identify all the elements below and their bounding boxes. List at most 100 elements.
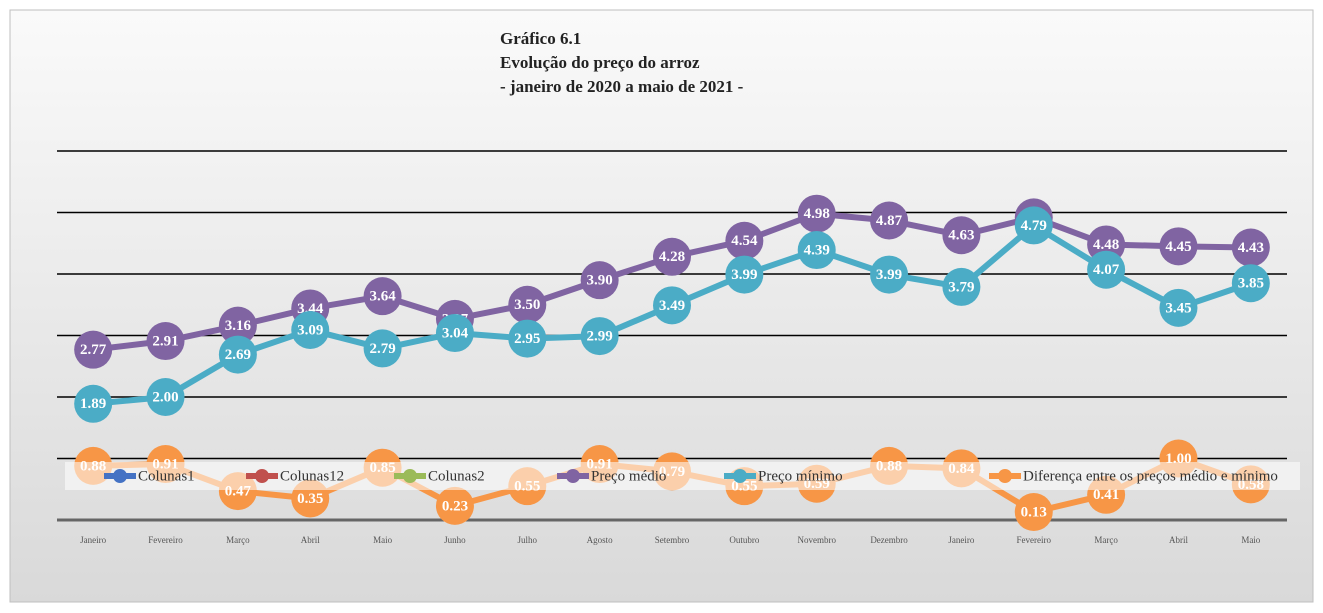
x-tick-label: Julho	[518, 535, 538, 545]
data-point	[1014, 493, 1053, 532]
data-label: 3.79	[948, 279, 974, 295]
data-point	[508, 319, 547, 358]
data-label: 4.43	[1238, 240, 1264, 256]
data-label: 2.79	[369, 341, 395, 357]
data-label: 4.07	[1093, 262, 1120, 278]
data-label: 4.28	[659, 249, 685, 265]
data-point	[942, 267, 981, 306]
legend-label: Colunas12	[280, 468, 344, 484]
x-tick-label: Março	[1094, 535, 1118, 545]
data-label: 3.85	[1238, 276, 1264, 292]
chart-title: - janeiro de 2020 a maio de 2021 -	[500, 77, 744, 96]
data-label: 2.69	[225, 347, 251, 363]
data-point	[1014, 206, 1053, 245]
data-point	[653, 286, 691, 325]
x-tick-label: Agosto	[587, 535, 614, 545]
data-point	[797, 194, 836, 233]
data-label: 4.39	[804, 242, 830, 258]
x-tick-label: Maio	[373, 535, 392, 545]
data-label: 3.99	[731, 267, 757, 283]
data-label: 4.98	[804, 206, 830, 222]
x-tick-label: Abril	[301, 535, 320, 545]
chart-title: Gráfico 6.1	[500, 29, 581, 48]
x-tick-label: Maio	[1241, 535, 1260, 545]
x-tick-label: Abril	[1169, 535, 1188, 545]
data-point	[942, 216, 981, 255]
data-point	[870, 201, 909, 240]
data-point	[146, 322, 185, 361]
data-point	[1087, 250, 1126, 289]
chart-title: Evolução do preço do arroz	[500, 53, 700, 72]
data-label: 4.48	[1093, 237, 1119, 253]
data-label: 0.41	[1093, 487, 1119, 503]
data-point	[580, 261, 619, 300]
x-tick-label: Fevereiro	[1017, 535, 1052, 545]
data-point	[725, 255, 764, 294]
legend-label: Preço mínimo	[758, 468, 843, 484]
data-label: 4.63	[948, 228, 974, 244]
data-label: 2.77	[80, 342, 107, 358]
data-label: 3.64	[369, 289, 396, 305]
data-point	[146, 378, 185, 416]
legend-marker	[403, 469, 417, 483]
data-point	[653, 237, 691, 276]
data-label: 0.13	[1021, 504, 1047, 520]
data-point	[74, 330, 113, 369]
data-point	[580, 317, 619, 356]
data-label: 2.95	[514, 331, 540, 347]
data-label: 4.45	[1165, 239, 1191, 255]
legend-marker	[255, 469, 269, 483]
data-point	[363, 329, 402, 368]
data-label: 3.45	[1165, 300, 1191, 316]
data-label: 3.90	[587, 273, 613, 289]
data-point	[725, 221, 764, 260]
data-point	[291, 310, 330, 349]
x-tick-label: Setembro	[655, 535, 690, 545]
x-tick-label: Março	[226, 535, 250, 545]
data-point	[1159, 288, 1198, 327]
data-point	[435, 486, 474, 525]
data-point	[363, 277, 402, 316]
x-tick-label: Janeiro	[80, 535, 106, 545]
data-point	[870, 255, 909, 294]
data-label: 3.99	[876, 267, 902, 283]
x-tick-label: Dezembro	[870, 535, 908, 545]
data-label: 4.87	[876, 213, 903, 229]
legend-label: Colunas2	[428, 468, 485, 484]
x-tick-label: Janeiro	[948, 535, 974, 545]
legend-marker	[998, 469, 1012, 483]
legend-label: Preço médio	[591, 468, 666, 484]
data-label: 3.49	[659, 298, 685, 314]
data-point	[218, 306, 257, 345]
legend-label: Diferença entre os preços médio e mínimo	[1023, 468, 1278, 484]
data-label: 4.54	[731, 233, 758, 249]
x-tick-label: Fevereiro	[148, 535, 183, 545]
data-point	[74, 384, 113, 423]
x-tick-label: Junho	[444, 535, 466, 545]
data-label: 2.00	[152, 389, 178, 405]
x-tick-label: Novembro	[797, 535, 836, 545]
legend-marker	[733, 469, 747, 483]
data-label: 0.35	[297, 491, 323, 507]
x-tick-label: Outubro	[729, 535, 759, 545]
data-point	[1159, 227, 1198, 266]
data-label: 2.99	[587, 329, 613, 345]
data-label: 4.79	[1021, 218, 1047, 234]
data-point	[218, 335, 257, 374]
data-point	[435, 314, 474, 353]
data-label: 3.50	[514, 297, 540, 313]
data-label: 3.09	[297, 322, 323, 338]
data-label: 2.91	[152, 333, 178, 349]
data-point	[508, 285, 547, 324]
legend-marker	[113, 469, 127, 483]
data-label: 0.23	[442, 498, 468, 514]
data-label: 3.16	[225, 318, 252, 334]
data-label: 1.89	[80, 396, 106, 412]
data-point	[1231, 228, 1270, 267]
legend-label: Colunas1	[138, 468, 195, 484]
data-label: 3.04	[442, 325, 469, 341]
data-point	[797, 231, 836, 270]
legend-marker	[566, 469, 580, 483]
